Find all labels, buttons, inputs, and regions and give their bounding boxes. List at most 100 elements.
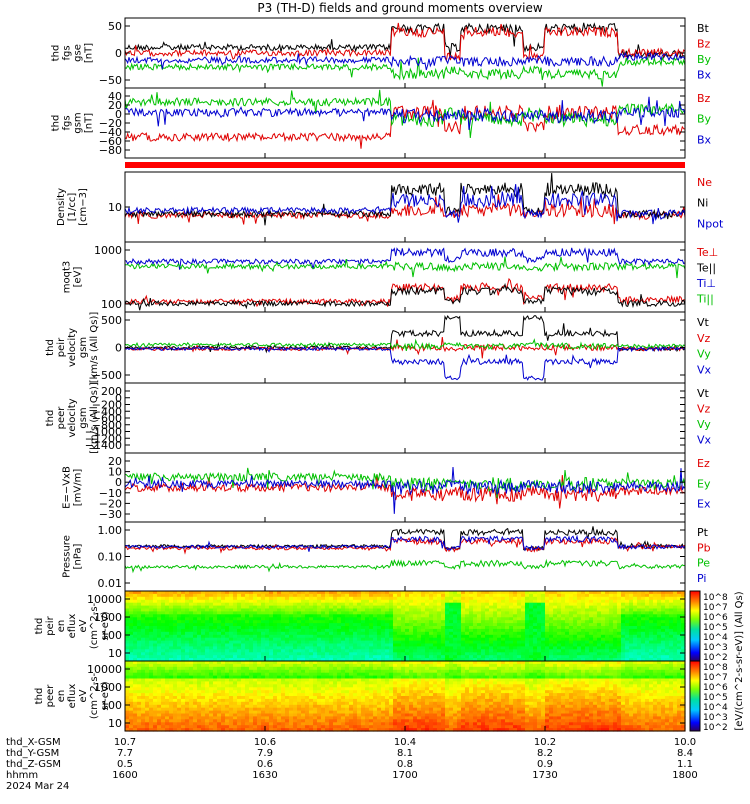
heatmap-cell: [245, 597, 250, 601]
heatmap-cell: [289, 614, 294, 618]
heatmap-cell: [221, 667, 226, 671]
heatmap-cell: [341, 632, 346, 636]
heatmap-cell: [453, 649, 458, 653]
heatmap-cell: [349, 684, 354, 688]
heatmap-cell: [321, 667, 326, 671]
heatmap-cell: [669, 649, 674, 653]
heatmap-cell: [433, 597, 438, 601]
heatmap-cell: [437, 632, 442, 636]
heatmap-cell: [233, 614, 238, 618]
heatmap-cell: [317, 649, 322, 653]
heatmap-cell: [345, 614, 350, 618]
heatmap-cell: [569, 632, 574, 636]
heatmap-cell: [601, 597, 606, 601]
heatmap-cell: [217, 632, 222, 636]
heatmap-cell: [569, 614, 574, 618]
heatmap-cell: [285, 702, 290, 706]
y-axis-label: [km/s (All Qs)]: [89, 382, 100, 454]
heatmap-cell: [329, 614, 334, 618]
heatmap-cell: [209, 719, 214, 723]
heatmap-cell: [137, 667, 142, 671]
panel-frame: [125, 522, 685, 591]
heatmap-cell: [541, 632, 546, 636]
legend-entry: Vx: [697, 434, 712, 447]
heatmap-cell: [493, 632, 498, 636]
series-line-Pe: [125, 560, 685, 571]
heatmap-cell: [437, 649, 442, 653]
heatmap-cell: [481, 597, 486, 601]
heatmap-cell: [377, 597, 382, 601]
heatmap-cell: [341, 649, 346, 653]
heatmap-cell: [289, 632, 294, 636]
heatmap-cell: [201, 684, 206, 688]
heatmap-cell: [545, 614, 550, 618]
heatmap-cell: [193, 649, 198, 653]
heatmap-cell: [293, 649, 298, 653]
y-axis-label: [mV/m]: [73, 469, 84, 507]
y-axis-label: fgs: [62, 45, 73, 60]
heatmap-cell: [577, 632, 582, 636]
heatmap-cell: [321, 702, 326, 706]
heatmap-cell: [273, 632, 278, 636]
heatmap-cell: [213, 702, 218, 706]
heatmap-cell: [177, 649, 182, 653]
heatmap-cell: [209, 702, 214, 706]
heatmap-cell: [261, 614, 266, 618]
heatmap-cell: [257, 702, 262, 706]
heatmap-cell: [585, 614, 590, 618]
heatmap-cell: [457, 649, 462, 653]
heatmap-cell: [165, 614, 170, 618]
heatmap-cell: [157, 597, 162, 601]
heatmap-cell: [229, 719, 234, 723]
heatmap-cell: [225, 719, 230, 723]
y-axis-label: peer: [56, 406, 67, 430]
heatmap-cell: [345, 667, 350, 671]
heatmap-cell: [253, 649, 258, 653]
heatmap-cell: [485, 632, 490, 636]
heatmap-cell: [649, 614, 654, 618]
heatmap-cell: [529, 649, 534, 653]
heatmap-cell: [301, 632, 306, 636]
heatmap-cell: [237, 684, 242, 688]
heatmap-cell: [613, 649, 618, 653]
heatmap-cell: [337, 632, 342, 636]
heatmap-cell: [517, 614, 522, 618]
y-axis-label: thd: [34, 618, 45, 635]
heatmap-cell: [193, 632, 198, 636]
heatmap-cell: [133, 597, 138, 601]
series-line-Bz: [125, 100, 685, 149]
heatmap-cell: [237, 649, 242, 653]
heatmap-cell: [225, 684, 230, 688]
heatmap-cell: [349, 667, 354, 671]
heatmap-cell: [245, 719, 250, 723]
heatmap-cell: [481, 632, 486, 636]
heatmap-cell: [261, 719, 266, 723]
heatmap-cell: [653, 597, 658, 601]
heatmap-cell: [637, 632, 642, 636]
heatmap-cell: [433, 632, 438, 636]
heatmap-cell: [133, 719, 138, 723]
heatmap-cell: [273, 597, 278, 601]
heatmap-cell: [337, 597, 342, 601]
heatmap-cell: [317, 632, 322, 636]
heatmap-cell: [645, 649, 650, 653]
heatmap-cell: [293, 667, 298, 671]
heatmap-cell: [301, 684, 306, 688]
heatmap-cell: [221, 649, 226, 653]
legend-entry: By: [697, 53, 712, 66]
y-tick-label: 1.00: [98, 524, 123, 537]
heatmap-cell: [181, 684, 186, 688]
heatmap-cell: [489, 649, 494, 653]
heatmap-cell: [245, 702, 250, 706]
heatmap-cell: [525, 632, 530, 636]
heatmap-cell: [553, 614, 558, 618]
heatmap-cell: [397, 632, 402, 636]
heatmap-cell: [545, 632, 550, 636]
heatmap-cell: [333, 667, 338, 671]
heatmap-cell: [449, 632, 454, 636]
heatmap-cell: [289, 649, 294, 653]
heatmap-cell: [321, 632, 326, 636]
heatmap-cell: [301, 719, 306, 723]
heatmap-cell: [337, 667, 342, 671]
